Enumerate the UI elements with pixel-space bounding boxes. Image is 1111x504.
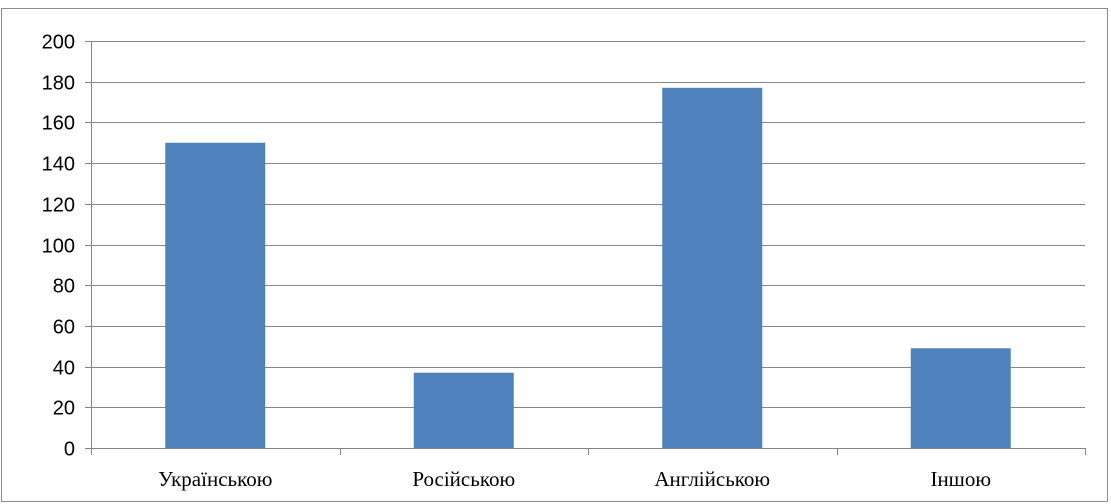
y-tick-label: 160 <box>42 113 75 135</box>
y-tick-label: 20 <box>53 398 75 420</box>
x-tick-label: Англійською <box>654 467 770 491</box>
bar-1 <box>413 372 514 448</box>
y-tick-label: 100 <box>42 236 75 258</box>
y-tick-label: 0 <box>64 439 75 461</box>
y-tick-label: 80 <box>53 276 75 298</box>
bars <box>165 87 1011 449</box>
y-tick-labels: 0 20 40 60 80 100 120 140 160 180 200 <box>42 32 75 461</box>
y-tick-label: 180 <box>42 73 75 95</box>
y-tick-label: 60 <box>53 317 75 339</box>
axes <box>85 41 1086 455</box>
y-tick-label: 40 <box>53 358 75 380</box>
y-tick-label: 140 <box>42 154 75 176</box>
x-tick-label: Російською <box>412 467 515 491</box>
bar-0 <box>165 142 266 448</box>
x-tick-label: Іншою <box>930 467 991 491</box>
y-tick-label: 120 <box>42 195 75 217</box>
x-tick-labels: Українською Російською Англійською Іншою <box>158 467 991 491</box>
x-tick-label: Українською <box>158 467 272 491</box>
y-tick-label: 200 <box>42 32 75 54</box>
bar-2 <box>662 87 763 449</box>
bar-3 <box>910 348 1011 448</box>
